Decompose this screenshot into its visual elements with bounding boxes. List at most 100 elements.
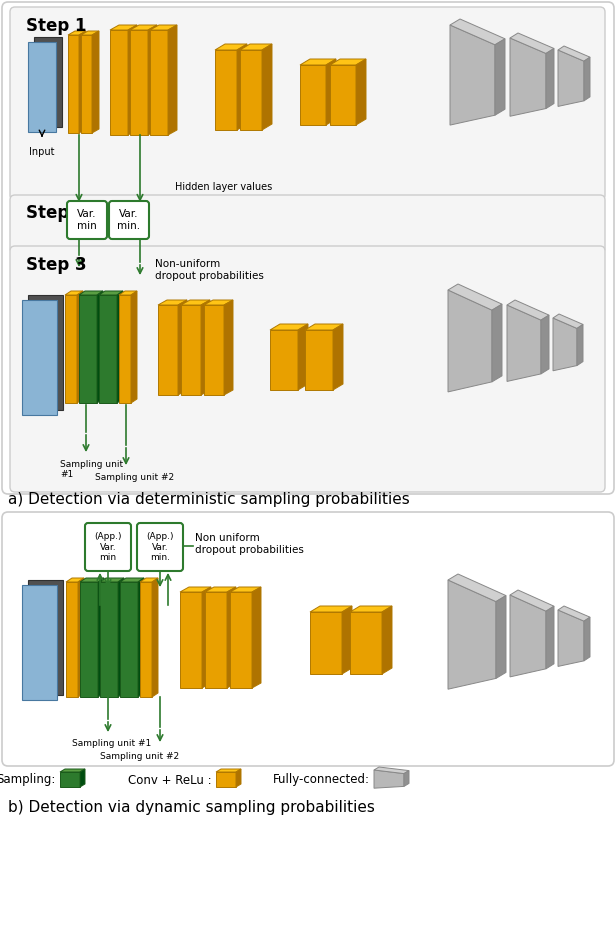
Polygon shape <box>99 291 123 295</box>
Polygon shape <box>204 305 224 395</box>
Polygon shape <box>333 324 343 390</box>
Polygon shape <box>305 330 333 390</box>
FancyBboxPatch shape <box>10 195 605 253</box>
Polygon shape <box>240 44 272 50</box>
Polygon shape <box>356 59 366 125</box>
Text: Var.
min.: Var. min. <box>118 209 140 231</box>
Polygon shape <box>60 769 85 772</box>
Polygon shape <box>577 324 583 366</box>
Polygon shape <box>558 46 590 61</box>
Text: Conv + ReLu :: Conv + ReLu : <box>128 773 212 786</box>
Polygon shape <box>180 587 211 592</box>
Polygon shape <box>158 305 178 395</box>
Polygon shape <box>28 580 63 695</box>
Polygon shape <box>118 578 124 697</box>
Polygon shape <box>140 578 158 582</box>
Polygon shape <box>330 59 366 65</box>
Polygon shape <box>80 578 104 582</box>
Polygon shape <box>558 610 584 667</box>
Polygon shape <box>374 767 409 773</box>
Polygon shape <box>298 324 308 390</box>
Polygon shape <box>450 25 495 125</box>
Polygon shape <box>252 587 261 688</box>
Polygon shape <box>224 300 233 395</box>
Polygon shape <box>34 37 62 127</box>
Text: Step 3: Step 3 <box>26 256 87 274</box>
Polygon shape <box>150 25 177 30</box>
Polygon shape <box>28 295 63 410</box>
Polygon shape <box>138 578 144 697</box>
Polygon shape <box>230 592 252 688</box>
FancyBboxPatch shape <box>10 246 605 492</box>
Polygon shape <box>558 50 584 106</box>
Polygon shape <box>120 578 144 582</box>
Polygon shape <box>130 25 157 30</box>
Polygon shape <box>22 300 57 415</box>
Text: Non-uniform
dropout probabilities: Non-uniform dropout probabilities <box>155 259 264 281</box>
Polygon shape <box>77 291 83 403</box>
Polygon shape <box>495 39 505 115</box>
Polygon shape <box>148 25 157 135</box>
Polygon shape <box>450 19 505 44</box>
Polygon shape <box>99 295 117 403</box>
Polygon shape <box>119 295 131 403</box>
FancyBboxPatch shape <box>67 201 107 239</box>
Polygon shape <box>158 300 187 305</box>
Text: Sampling:: Sampling: <box>0 773 56 786</box>
Polygon shape <box>68 35 79 133</box>
FancyBboxPatch shape <box>10 7 605 200</box>
Polygon shape <box>81 35 92 133</box>
Text: a) Detection via deterministic sampling probabilities: a) Detection via deterministic sampling … <box>8 492 410 507</box>
Polygon shape <box>178 300 187 395</box>
Polygon shape <box>326 59 336 125</box>
Polygon shape <box>448 580 496 689</box>
Polygon shape <box>237 44 247 130</box>
Polygon shape <box>330 65 356 125</box>
Polygon shape <box>546 607 554 669</box>
Polygon shape <box>507 305 541 382</box>
Polygon shape <box>270 330 298 390</box>
Polygon shape <box>227 587 236 688</box>
Polygon shape <box>66 582 78 697</box>
Polygon shape <box>342 606 352 674</box>
Polygon shape <box>150 30 168 135</box>
Text: Sampling unit
#1: Sampling unit #1 <box>60 460 123 480</box>
Polygon shape <box>181 305 201 395</box>
Polygon shape <box>181 300 210 305</box>
Polygon shape <box>240 50 262 130</box>
Polygon shape <box>236 769 241 787</box>
Text: Step 1: Step 1 <box>26 17 86 35</box>
Polygon shape <box>98 578 104 697</box>
Polygon shape <box>119 291 137 295</box>
Polygon shape <box>100 578 124 582</box>
Text: (App.)
Var.
min.: (App.) Var. min. <box>146 532 174 562</box>
Polygon shape <box>168 25 177 135</box>
Polygon shape <box>204 300 233 305</box>
Polygon shape <box>350 606 392 612</box>
Text: Hidden layer values: Hidden layer values <box>175 182 272 192</box>
Polygon shape <box>130 30 148 135</box>
Polygon shape <box>546 48 554 108</box>
Polygon shape <box>205 592 227 688</box>
Polygon shape <box>553 318 577 370</box>
Polygon shape <box>81 31 99 35</box>
Polygon shape <box>100 582 118 697</box>
Polygon shape <box>80 769 85 787</box>
Polygon shape <box>510 595 546 677</box>
Text: (App.)
Var.
min: (App.) Var. min <box>94 532 122 562</box>
Polygon shape <box>492 304 502 382</box>
Polygon shape <box>448 290 492 392</box>
Text: Sampling unit #2: Sampling unit #2 <box>100 752 179 761</box>
Polygon shape <box>152 578 158 697</box>
Text: Step 2: Step 2 <box>26 204 87 222</box>
Polygon shape <box>92 31 99 133</box>
Polygon shape <box>510 33 554 54</box>
Polygon shape <box>558 606 590 621</box>
Polygon shape <box>230 587 261 592</box>
Polygon shape <box>120 582 138 697</box>
Polygon shape <box>216 772 236 787</box>
Polygon shape <box>510 38 546 117</box>
Polygon shape <box>110 25 137 30</box>
Polygon shape <box>28 42 56 132</box>
Text: Var.
min: Var. min <box>77 209 97 231</box>
